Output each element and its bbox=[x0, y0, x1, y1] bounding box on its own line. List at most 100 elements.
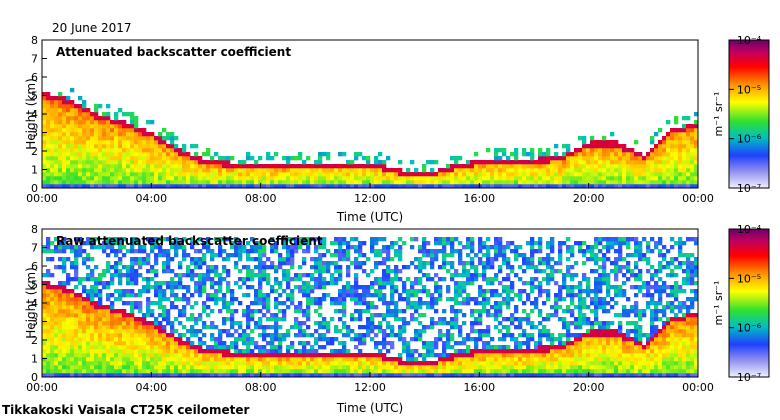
heatmap-cell bbox=[246, 293, 251, 298]
heatmap-cell bbox=[466, 241, 471, 246]
heatmap-cell bbox=[278, 333, 283, 338]
heatmap-cell bbox=[530, 349, 535, 354]
heatmap-cell bbox=[250, 357, 255, 362]
heatmap-cell bbox=[474, 172, 479, 177]
heatmap-cell bbox=[114, 124, 119, 129]
heatmap-cell bbox=[98, 180, 103, 185]
heatmap-cell bbox=[130, 369, 135, 374]
heatmap-cell bbox=[258, 293, 263, 298]
heatmap-cell bbox=[82, 184, 87, 189]
heatmap-cell bbox=[638, 152, 643, 157]
heatmap-cell bbox=[346, 164, 351, 169]
heatmap-cell bbox=[594, 184, 599, 189]
heatmap-cell bbox=[306, 365, 311, 370]
heatmap-cell bbox=[298, 321, 303, 326]
heatmap-cell bbox=[50, 156, 55, 161]
heatmap-cell bbox=[94, 369, 99, 374]
heatmap-cell bbox=[470, 249, 475, 254]
heatmap-cell bbox=[426, 293, 431, 298]
heatmap-cell bbox=[350, 365, 355, 370]
heatmap-cell bbox=[598, 180, 603, 185]
heatmap-cell bbox=[58, 120, 63, 125]
heatmap-cell bbox=[450, 172, 455, 177]
heatmap-cell bbox=[198, 249, 203, 254]
heatmap-cell bbox=[150, 321, 155, 326]
heatmap-cell bbox=[662, 184, 667, 189]
heatmap-cell bbox=[90, 341, 95, 346]
heatmap-cell bbox=[114, 136, 119, 141]
heatmap-cell bbox=[158, 365, 163, 370]
heatmap-cell bbox=[466, 277, 471, 282]
heatmap-cell bbox=[82, 277, 87, 282]
heatmap-cell bbox=[578, 176, 583, 181]
heatmap-cell bbox=[46, 104, 51, 109]
heatmap-cell bbox=[158, 176, 163, 181]
heatmap-cell bbox=[202, 160, 207, 165]
heatmap-cell bbox=[354, 333, 359, 338]
heatmap-cell bbox=[130, 241, 135, 246]
heatmap-cell bbox=[42, 104, 47, 109]
heatmap-cell bbox=[490, 293, 495, 298]
heatmap-cell bbox=[306, 305, 311, 310]
heatmap-cell bbox=[658, 128, 663, 133]
heatmap-cell bbox=[566, 237, 571, 242]
heatmap-cell bbox=[130, 245, 135, 250]
heatmap-cell bbox=[130, 313, 135, 318]
heatmap-cell bbox=[350, 293, 355, 298]
heatmap-cell bbox=[78, 249, 83, 254]
heatmap-cell bbox=[206, 160, 211, 165]
heatmap-cell bbox=[346, 349, 351, 354]
heatmap-cell bbox=[302, 289, 307, 294]
heatmap-cell bbox=[690, 144, 695, 149]
heatmap-cell bbox=[206, 164, 211, 169]
heatmap-cell bbox=[278, 317, 283, 322]
heatmap-cell bbox=[54, 341, 59, 346]
heatmap-cell bbox=[286, 349, 291, 354]
heatmap-cell bbox=[550, 160, 555, 165]
heatmap-cell bbox=[218, 285, 223, 290]
heatmap-cell bbox=[230, 180, 235, 185]
heatmap-cell bbox=[86, 345, 91, 350]
heatmap-cell bbox=[450, 297, 455, 302]
heatmap-cell bbox=[574, 152, 579, 157]
heatmap-cell bbox=[434, 289, 439, 294]
heatmap-cell bbox=[562, 309, 567, 314]
heatmap-cell bbox=[90, 160, 95, 165]
heatmap-cell bbox=[278, 184, 283, 189]
heatmap-cell bbox=[338, 265, 343, 270]
heatmap-cell bbox=[610, 176, 615, 181]
heatmap-cell bbox=[366, 329, 371, 334]
heatmap-cell bbox=[402, 365, 407, 370]
heatmap-cell bbox=[86, 257, 91, 262]
heatmap-cell bbox=[366, 369, 371, 374]
heatmap-cell bbox=[518, 180, 523, 185]
heatmap-cell bbox=[142, 128, 147, 133]
heatmap-cell bbox=[342, 285, 347, 290]
heatmap-cell bbox=[90, 337, 95, 342]
heatmap-cell bbox=[206, 172, 211, 177]
heatmap-cell bbox=[294, 164, 299, 169]
heatmap-cell bbox=[254, 245, 259, 250]
heatmap-cell bbox=[234, 172, 239, 177]
heatmap-cell bbox=[542, 289, 547, 294]
heatmap-cell bbox=[618, 168, 623, 173]
heatmap-cell bbox=[678, 172, 683, 177]
heatmap-cell bbox=[42, 96, 47, 101]
heatmap-cell bbox=[222, 164, 227, 169]
heatmap-cell bbox=[102, 309, 107, 314]
heatmap-cell bbox=[630, 156, 635, 161]
y-tick-label: 0 bbox=[31, 182, 38, 195]
heatmap-cell bbox=[326, 156, 331, 161]
heatmap-cell bbox=[570, 168, 575, 173]
heatmap-cell bbox=[422, 369, 427, 374]
heatmap-cell bbox=[118, 156, 123, 161]
heatmap-cell bbox=[626, 176, 631, 181]
heatmap-cell bbox=[350, 361, 355, 366]
heatmap-cell bbox=[174, 297, 179, 302]
heatmap-cell bbox=[58, 289, 63, 294]
heatmap-cell bbox=[110, 309, 115, 314]
heatmap-cell bbox=[410, 289, 415, 294]
heatmap-cell bbox=[582, 164, 587, 169]
heatmap-cell bbox=[346, 293, 351, 298]
heatmap-cell bbox=[282, 164, 287, 169]
